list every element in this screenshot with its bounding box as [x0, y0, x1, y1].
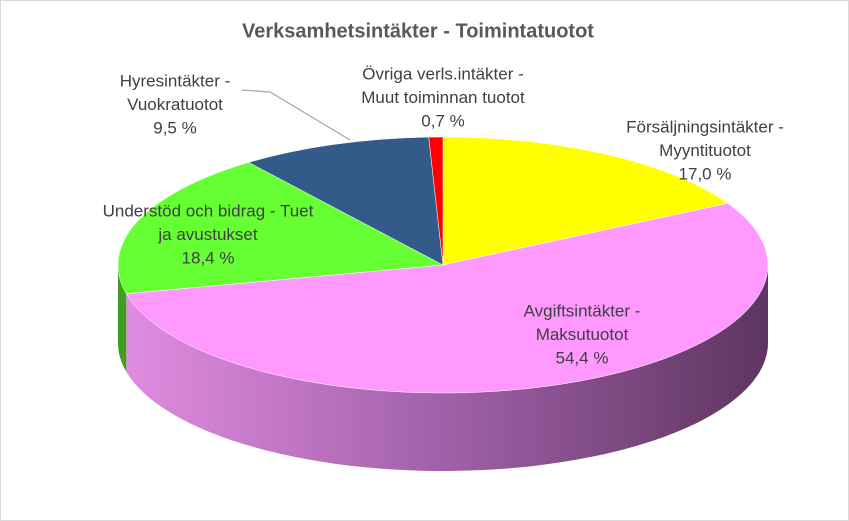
category-label: Avgiftsintäkter -: [524, 301, 641, 320]
category-label: Maksutuotot: [536, 325, 629, 344]
slice: [248, 136, 444, 266]
value-label: 9,5 %: [153, 118, 196, 137]
leader-line: [241, 89, 351, 141]
slice: [442, 136, 729, 266]
slice: [125, 203, 769, 394]
value-label: 18,4 %: [182, 248, 235, 267]
category-label: Muut toiminnan tuotot: [361, 88, 525, 107]
category-label: Övriga verls.intäkter -: [362, 64, 524, 83]
category-label: Hyresintäkter -: [120, 71, 231, 90]
value-label: 0,7 %: [421, 111, 464, 130]
category-label: Vuokratuotot: [127, 95, 223, 114]
category-label: ja avustukset: [157, 225, 257, 244]
value-label: 54,4 %: [556, 348, 609, 367]
value-label: 17,0 %: [679, 164, 732, 183]
category-label: Försäljningsintäkter -: [626, 117, 784, 136]
pie: [117, 136, 769, 472]
category-label: Myyntituotot: [659, 141, 751, 160]
labels: Försäljningsintäkter - Myyntituotot 17,0 %…: [103, 64, 784, 367]
category-label: Understöd och bidrag - Tuet: [103, 201, 314, 220]
slice: [428, 136, 444, 266]
slice-side: [126, 265, 769, 472]
chart-title: Verksamhetsintäkter - Toimintatuotot: [242, 20, 594, 42]
slice: [117, 162, 444, 294]
slice-side: [118, 265, 127, 372]
